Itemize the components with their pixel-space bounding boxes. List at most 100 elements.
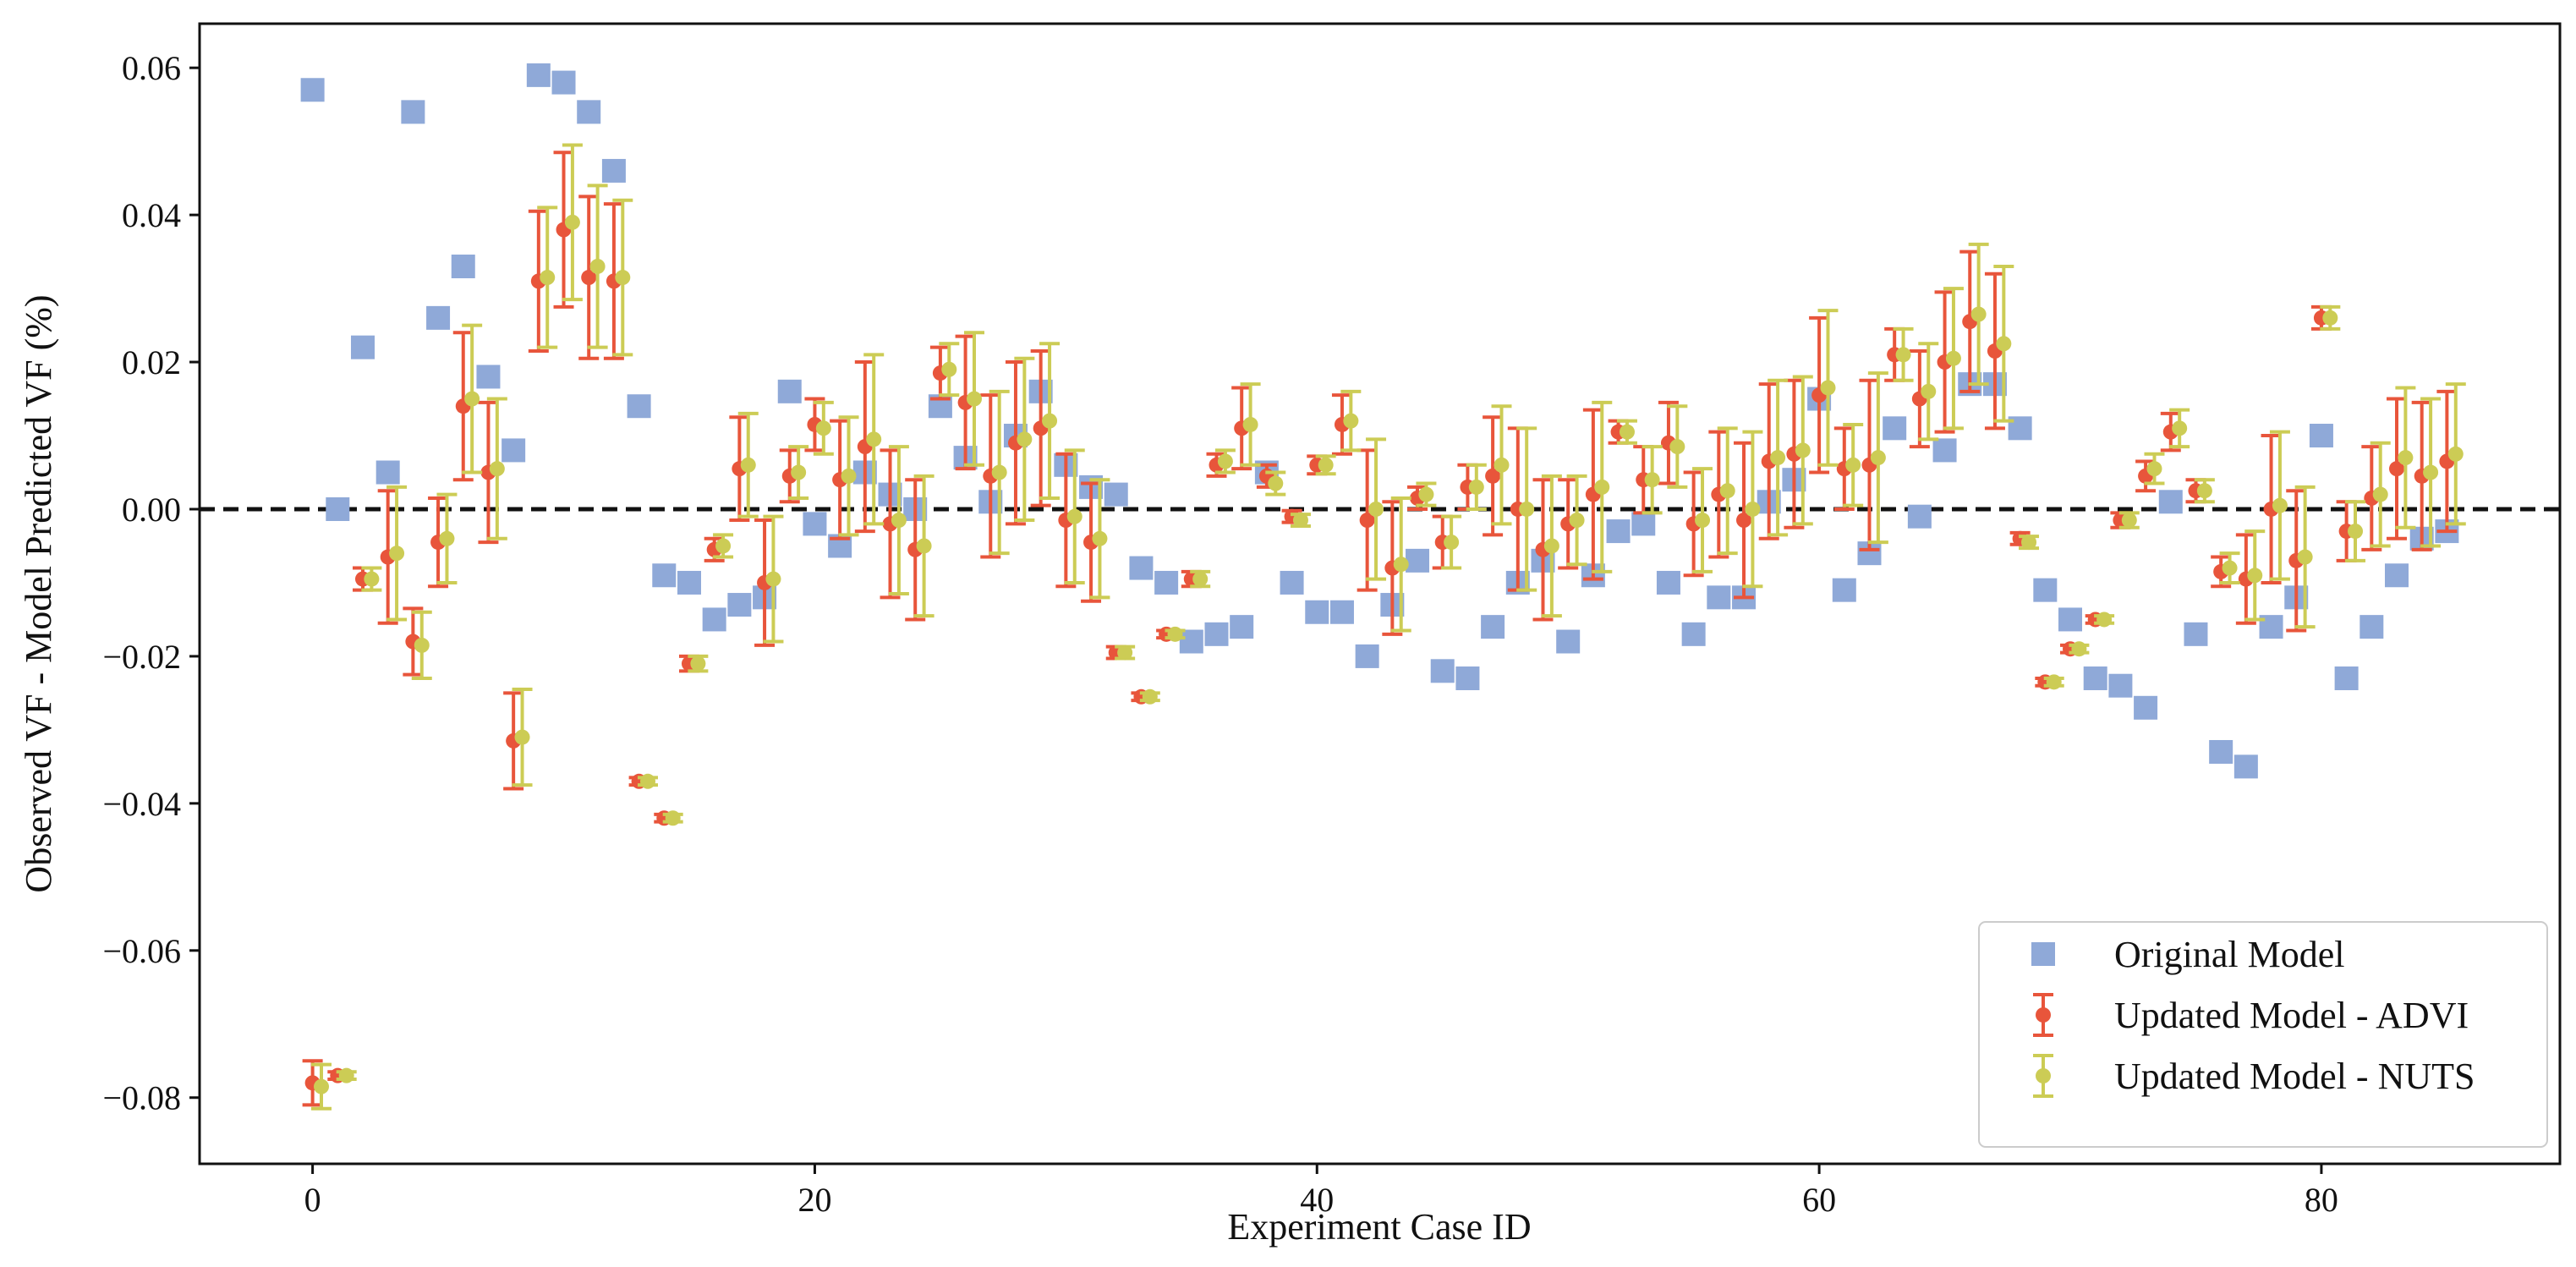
nuts-point <box>1390 496 1411 633</box>
nuts-marker <box>891 513 907 529</box>
nuts-point <box>1817 309 1839 467</box>
nuts-point <box>688 654 709 673</box>
nuts-marker <box>1996 336 2012 352</box>
nuts-marker <box>1042 413 1058 429</box>
nuts-marker <box>2297 549 2313 565</box>
nuts-point <box>1115 644 1136 661</box>
nuts-point <box>1089 478 1110 600</box>
nuts-point <box>2019 535 2040 551</box>
nuts-marker <box>464 391 480 407</box>
nuts-point <box>462 323 483 474</box>
y-tick-label: 0.04 <box>122 196 181 234</box>
nuts-point <box>587 184 608 349</box>
nuts-point <box>838 415 859 537</box>
nuts-marker <box>1820 380 1836 396</box>
nuts-point <box>1918 342 1939 442</box>
original-model-point <box>1707 585 1731 610</box>
nuts-marker <box>2096 612 2113 628</box>
x-tick-label: 0 <box>304 1181 321 1219</box>
y-axis-label: Observed VF - Model Predicted VF (%) <box>18 294 59 892</box>
original-model-point <box>777 379 802 403</box>
nuts-marker <box>841 468 857 484</box>
nuts-marker <box>1770 450 1786 466</box>
original-model-point <box>2033 578 2058 602</box>
nuts-marker <box>1669 439 1685 455</box>
original-model-point <box>2309 424 2333 448</box>
original-model-point <box>1556 629 1581 654</box>
advi-point <box>553 151 574 309</box>
nuts-marker <box>1092 530 1108 546</box>
original-model-point <box>803 512 827 536</box>
nuts-marker <box>1895 347 1911 363</box>
nuts-marker <box>1519 501 1535 517</box>
nuts-point <box>939 342 960 398</box>
nuts-point <box>1139 688 1160 705</box>
advi-point <box>377 489 398 625</box>
nuts-marker <box>1569 513 1585 529</box>
original-model-point <box>1129 556 1154 580</box>
y-tick-label: −0.02 <box>102 638 181 676</box>
nuts-point <box>2395 386 2416 529</box>
nuts-marker <box>1795 442 1811 458</box>
original-model-point <box>577 100 601 124</box>
nuts-point <box>1516 426 1537 592</box>
nuts-marker <box>1695 513 1711 529</box>
nuts-point <box>1592 400 1613 573</box>
nuts-point <box>311 1062 332 1111</box>
nuts-marker <box>1745 501 1761 517</box>
advi-marker <box>1359 513 1375 529</box>
nuts-marker <box>2021 535 2037 551</box>
nuts-marker <box>740 457 756 473</box>
nuts-marker <box>991 464 1007 480</box>
advi-point <box>603 202 624 360</box>
nuts-point <box>1190 569 1211 589</box>
advi-point <box>1909 349 1930 449</box>
nuts-marker <box>1970 306 1987 322</box>
advi-point <box>1683 470 1704 578</box>
nuts-marker <box>1444 535 1460 551</box>
original-model-point <box>2134 695 2158 720</box>
original-model-point <box>2184 622 2208 646</box>
original-model-point <box>2058 607 2083 632</box>
original-model-point <box>451 254 475 278</box>
advi-point <box>578 195 600 360</box>
x-tick-label: 60 <box>1802 1181 1836 1219</box>
nuts-marker <box>1318 457 1334 473</box>
original-model-point <box>1230 615 1254 639</box>
advi-marker <box>1736 513 1752 529</box>
nuts-marker <box>1393 557 1409 573</box>
nuts-point <box>1968 242 1989 387</box>
nuts-point <box>2320 304 2341 331</box>
x-axis-label: Experiment Case ID <box>1227 1206 1531 1248</box>
nuts-marker <box>1644 472 1660 488</box>
original-model-point <box>1832 578 1856 602</box>
nuts-point <box>2294 485 2316 629</box>
nuts-point <box>1491 404 1512 526</box>
original-model-point <box>1681 622 1706 646</box>
nuts-point <box>913 474 934 618</box>
nuts-point <box>1340 389 1362 452</box>
original-model-point <box>1406 548 1430 573</box>
nuts-marker <box>540 270 556 286</box>
nuts-marker <box>489 461 505 477</box>
original-model-point <box>677 570 701 595</box>
original-model-point <box>1631 512 1656 536</box>
nuts-point <box>436 492 458 584</box>
nuts-point <box>1768 378 1789 537</box>
original-model-point <box>1430 659 1455 683</box>
nuts-series <box>311 143 2466 1111</box>
nuts-point <box>2445 382 2466 526</box>
advi-point <box>1030 349 1051 507</box>
nuts-point <box>888 445 909 595</box>
original-model-point <box>1179 629 1203 654</box>
original-model-point <box>2209 739 2233 764</box>
nuts-marker <box>2423 464 2439 480</box>
nuts-marker <box>1945 350 1961 366</box>
original-model-point <box>1932 438 1957 463</box>
nuts-marker <box>364 571 380 587</box>
original-model-point <box>1104 482 1128 507</box>
nuts-marker <box>1594 479 1610 495</box>
y-tick-label: −0.06 <box>102 932 181 970</box>
legend-box <box>1978 921 2548 1148</box>
nuts-marker <box>791 464 807 480</box>
